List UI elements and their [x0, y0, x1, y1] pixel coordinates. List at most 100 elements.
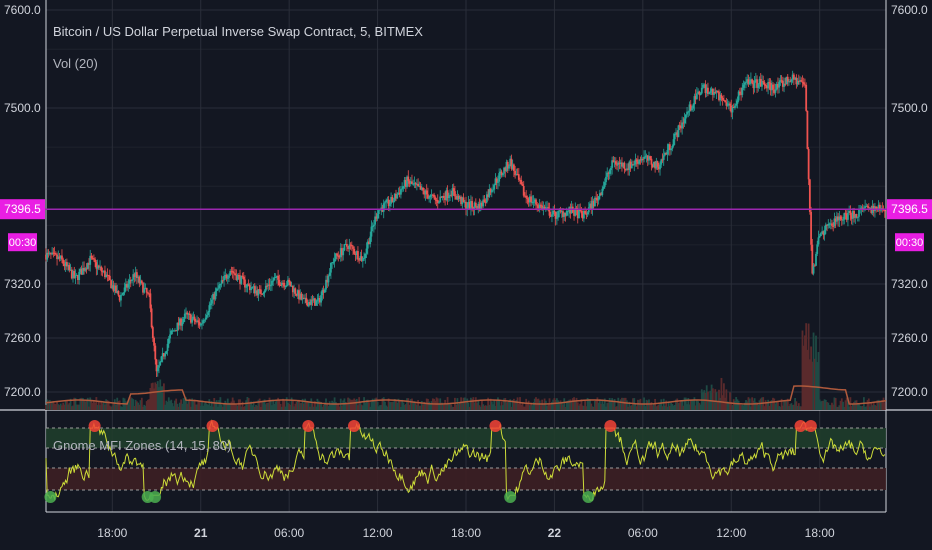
volume-bar [555, 398, 558, 410]
volume-indicator-label: Vol (20) [53, 56, 98, 71]
candle-body [506, 161, 509, 169]
candle-body [773, 89, 776, 93]
volume-bar [221, 406, 224, 410]
candle-body [72, 271, 74, 279]
candle-body [832, 225, 835, 227]
volume-bar [314, 401, 316, 410]
left-price-tick-label: 7200.0 [4, 385, 41, 399]
volume-bar [570, 400, 573, 410]
volume-bar [57, 404, 60, 410]
volume-bar [212, 406, 214, 410]
volume-bar [102, 401, 105, 410]
volume-bar [220, 404, 223, 410]
candle-body [401, 188, 404, 190]
volume-bar [213, 398, 216, 410]
candle-body [352, 246, 354, 249]
candle-body [120, 295, 122, 301]
volume-bar [635, 406, 638, 410]
volume-bar [818, 399, 821, 410]
candle-body [847, 212, 849, 220]
volume-bar [602, 403, 605, 410]
candle-body [338, 255, 341, 258]
candle-body [774, 89, 777, 93]
volume-bar [379, 405, 381, 410]
candle-body [237, 275, 240, 277]
volume-bar [382, 397, 385, 410]
right-price-tick-label: 7600.0 [891, 3, 928, 17]
candle-body [726, 103, 729, 106]
candle-body [807, 148, 810, 180]
candle-body [805, 84, 808, 111]
candle-body [579, 209, 582, 211]
candle-body [398, 192, 401, 195]
volume-bar [705, 385, 708, 410]
volume-bar [808, 359, 811, 410]
volume-bar [92, 400, 95, 410]
volume-bar [305, 401, 308, 410]
volume-bar [881, 400, 884, 410]
candle-body [875, 206, 878, 209]
sell-signal-dot [489, 420, 502, 432]
volume-bar [135, 401, 138, 410]
time-tick-label: 22 [548, 526, 562, 540]
volume-bar [291, 400, 294, 410]
candle-body [555, 217, 558, 219]
volume-bar [418, 405, 421, 410]
candle-body [665, 152, 668, 155]
candle-body [245, 286, 248, 288]
volume-bar [801, 330, 804, 410]
volume-bar [532, 402, 535, 410]
candle-body [148, 293, 151, 295]
candle-body [188, 313, 191, 315]
volume-bar [734, 400, 736, 410]
volume-bar [638, 400, 641, 410]
candle-body [667, 144, 670, 151]
volume-bar [191, 398, 194, 410]
candle-body [516, 173, 519, 175]
volume-bar [161, 386, 164, 410]
candle-body [853, 211, 855, 218]
volume-bar [341, 405, 343, 410]
volume-bar [91, 402, 94, 410]
volume-bar [779, 406, 782, 410]
candle-body [159, 361, 162, 366]
volume-bar [477, 399, 480, 410]
candle-body [777, 84, 779, 88]
candle-body [231, 271, 234, 273]
volume-bar [549, 404, 552, 410]
candle-body [94, 259, 97, 263]
volume-bar [294, 403, 297, 410]
candle-body [597, 196, 600, 201]
volume-bar [100, 401, 103, 410]
candle-body [296, 290, 299, 296]
candle-body [255, 290, 257, 294]
volume-bar [866, 400, 869, 410]
candle-body [666, 150, 669, 155]
candle-body [559, 210, 562, 212]
candle-body [323, 289, 326, 293]
volume-bar [177, 406, 180, 410]
volume-bar [278, 400, 281, 410]
candle-body [376, 214, 379, 219]
volume-bar [239, 399, 241, 410]
volume-bar [624, 397, 627, 410]
candle-body [190, 314, 192, 323]
candle-body [246, 284, 249, 287]
candle-body [425, 190, 428, 195]
volume-bar [454, 397, 456, 410]
candle-body [366, 241, 369, 249]
candle-body [429, 194, 432, 198]
volume-bar [644, 406, 647, 410]
candle-body [359, 256, 362, 261]
volume-bar [95, 397, 98, 410]
volume-bar [665, 400, 668, 410]
mfi-line [45, 419, 886, 501]
volume-bar [510, 406, 513, 410]
candle-body [709, 91, 712, 93]
volume-bar [542, 404, 545, 410]
volume-bar [865, 406, 868, 410]
candle-body [277, 275, 280, 280]
volume-bar [104, 404, 106, 410]
candle-body [434, 197, 437, 200]
